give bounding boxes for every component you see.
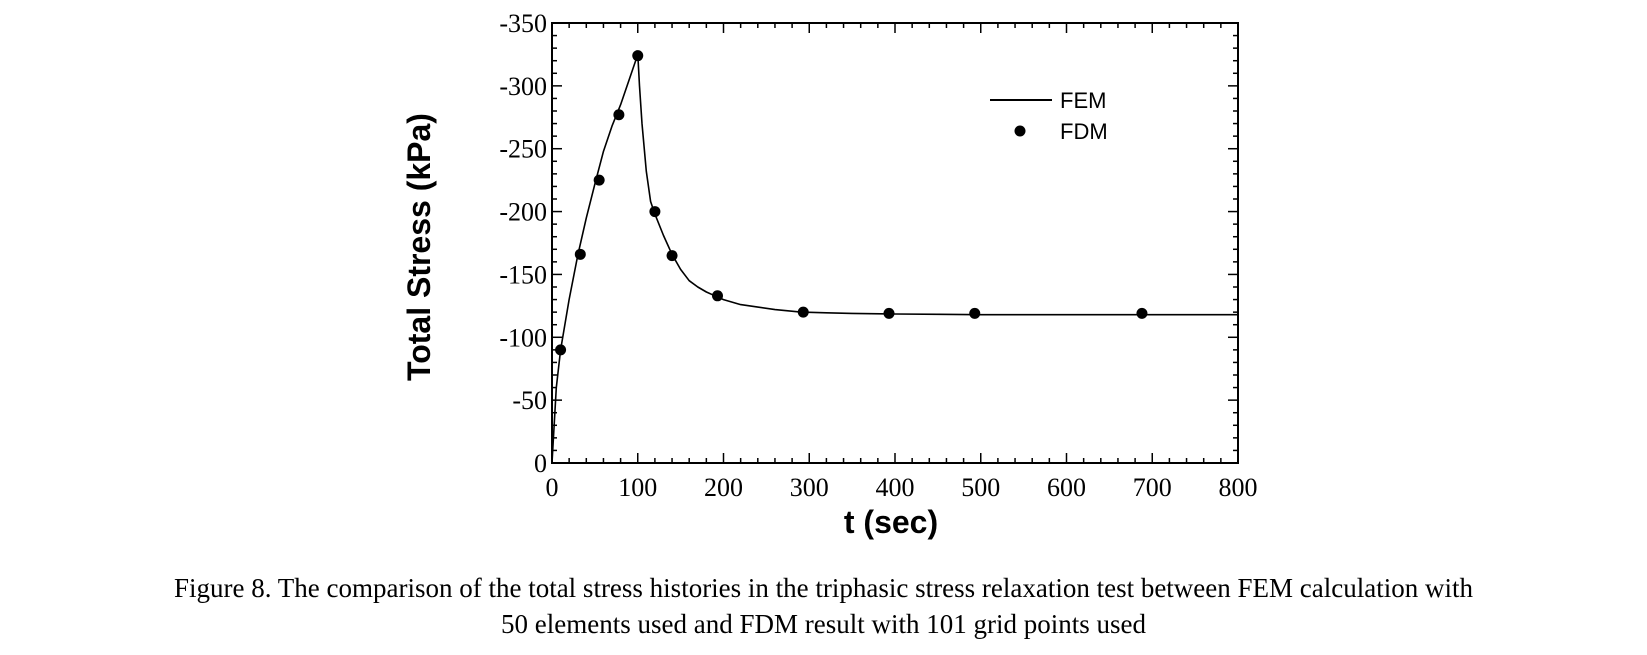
- y-tick-label: 0: [534, 449, 547, 478]
- legend-fem-label: FEM: [1060, 88, 1106, 113]
- legend-fdm-label: FDM: [1060, 119, 1108, 144]
- y-tick-label: -150: [499, 260, 547, 289]
- y-tick-label: -350: [499, 9, 547, 38]
- x-tick-label: 800: [1219, 473, 1258, 502]
- caption-line-2: 50 elements used and FDM result with 101…: [501, 609, 1146, 639]
- y-tick-label: -250: [499, 135, 547, 164]
- fdm-data-point: [711, 290, 723, 302]
- figure-caption: Figure 8. The comparison of the total st…: [0, 570, 1647, 642]
- y-axis-title: Total Stress (kPa): [401, 113, 437, 381]
- fdm-data-point: [649, 206, 661, 218]
- fdm-data-point: [969, 307, 981, 319]
- x-tick-label: 600: [1047, 473, 1086, 502]
- x-tick-label: 500: [961, 473, 1000, 502]
- fdm-data-point: [555, 344, 567, 356]
- x-tick-label: 400: [876, 473, 915, 502]
- y-tick-label: -100: [499, 323, 547, 352]
- x-tick-label: 100: [618, 473, 657, 502]
- y-tick-label: -300: [499, 72, 547, 101]
- x-axis-title: t (sec): [844, 504, 938, 540]
- x-tick-label: 700: [1133, 473, 1172, 502]
- x-tick-label: 300: [790, 473, 829, 502]
- x-tick-label: 0: [546, 473, 559, 502]
- caption-line-1: Figure 8. The comparison of the total st…: [174, 573, 1473, 603]
- fdm-data-point: [1136, 307, 1148, 319]
- fdm-data-point: [632, 50, 644, 62]
- y-tick-label: -200: [499, 198, 547, 227]
- fdm-data-point: [613, 109, 625, 121]
- fdm-data-point: [574, 248, 586, 260]
- fdm-data-point: [593, 174, 605, 186]
- y-tick-label: -50: [512, 386, 547, 415]
- legend-fdm-marker: [1014, 125, 1026, 137]
- fdm-data-point: [666, 250, 678, 262]
- x-tick-label: 200: [704, 473, 743, 502]
- fdm-data-point: [883, 307, 895, 319]
- fem-series-line: [551, 53, 1238, 464]
- plot-border: [551, 22, 1239, 464]
- fdm-data-point: [797, 306, 809, 318]
